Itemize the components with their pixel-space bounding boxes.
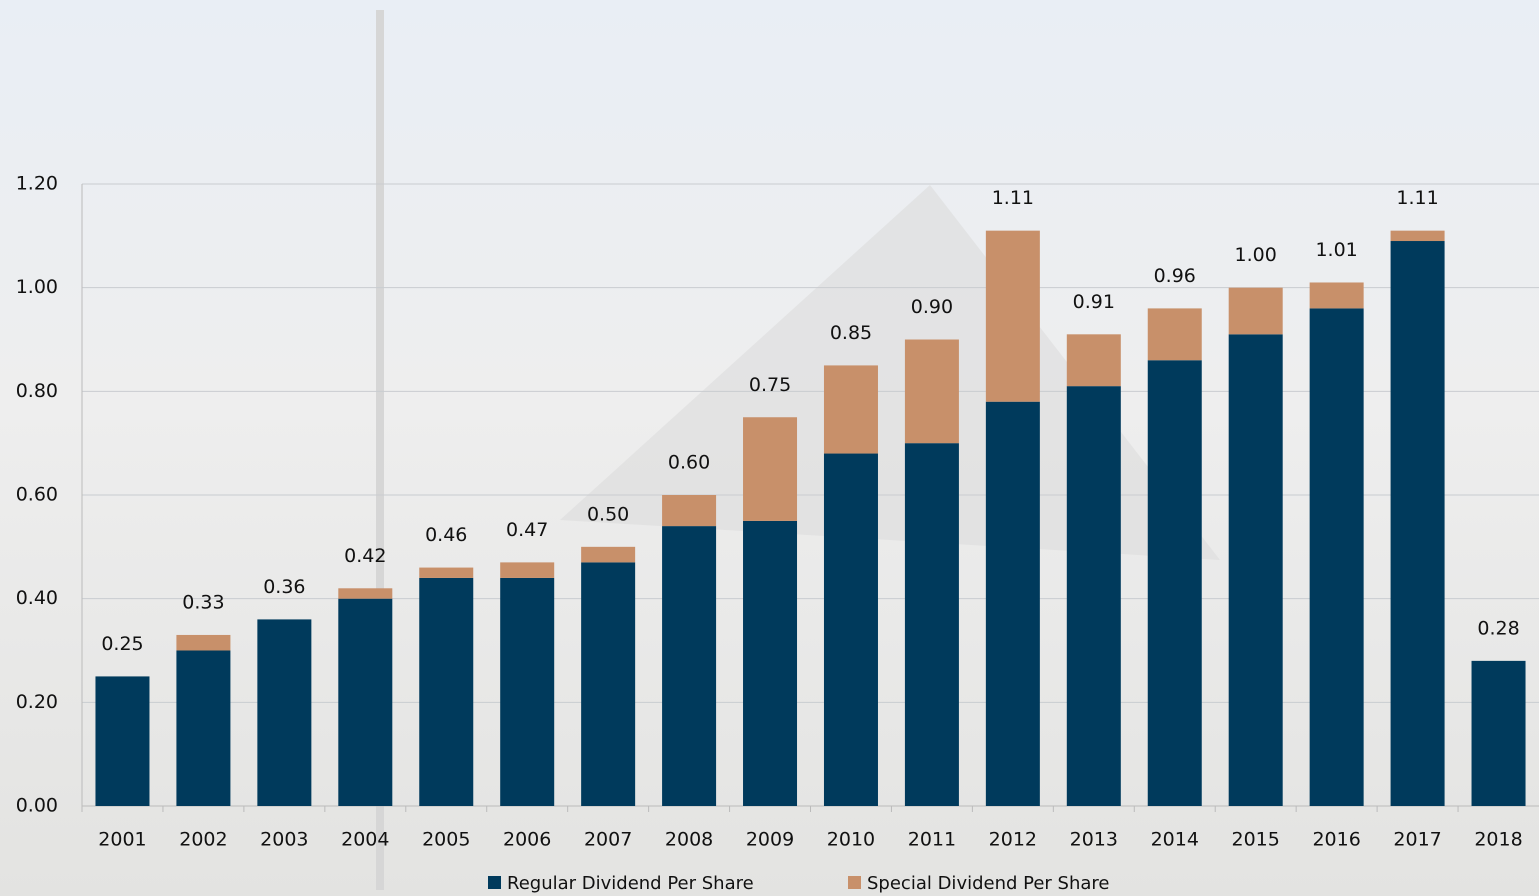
- bar-segment: [1228, 334, 1283, 806]
- bar-segment: [1147, 308, 1202, 361]
- bar-segment: [662, 495, 717, 527]
- bar-segment: [1390, 241, 1445, 806]
- bar-segment: [1147, 360, 1202, 806]
- bar-segment: [1228, 287, 1283, 335]
- total-label: 0.36: [263, 576, 305, 598]
- bar-segment: [904, 339, 959, 444]
- total-label: 0.25: [101, 633, 143, 655]
- total-label: 0.28: [1477, 617, 1519, 639]
- total-label: 0.96: [1154, 265, 1196, 287]
- bar-segment: [500, 577, 555, 806]
- x-tick-label: 2005: [422, 829, 470, 851]
- y-tick-label: 0.20: [16, 691, 58, 713]
- bar-segment: [743, 417, 798, 521]
- y-tick-label: 0.40: [16, 587, 58, 609]
- x-tick-label: 2006: [503, 829, 551, 851]
- background-roof: [560, 185, 1220, 560]
- total-label: 1.11: [992, 187, 1034, 209]
- bar-segment: [985, 401, 1040, 806]
- total-label: 0.60: [668, 452, 710, 474]
- bar-segment: [176, 650, 231, 806]
- bar-segment: [1390, 230, 1445, 242]
- total-label: 1.11: [1396, 187, 1438, 209]
- bar-segment: [176, 634, 231, 651]
- total-label: 0.91: [1073, 291, 1115, 313]
- total-label: 0.47: [506, 519, 548, 541]
- x-tick-label: 2010: [827, 829, 875, 851]
- bar-segment: [419, 577, 474, 806]
- background-pole: [376, 10, 384, 890]
- x-tick-label: 2002: [179, 829, 227, 851]
- bar-segment: [662, 526, 717, 806]
- y-tick-label: 1.00: [16, 276, 58, 298]
- x-tick-label: 2017: [1393, 829, 1441, 851]
- bar-segment: [823, 365, 878, 454]
- bar-segment: [581, 546, 636, 563]
- bar-segment: [257, 619, 312, 806]
- bar-segment: [581, 562, 636, 806]
- bar-segment: [1471, 660, 1526, 806]
- x-tick-label: 2015: [1232, 829, 1280, 851]
- bar-segment: [985, 230, 1040, 402]
- x-tick-label: 2016: [1312, 829, 1360, 851]
- x-tick-label: 2008: [665, 829, 713, 851]
- y-tick-label: 1.20: [16, 173, 58, 195]
- bar-segment: [338, 588, 393, 599]
- bar-segment: [1066, 386, 1121, 806]
- total-label: 0.75: [749, 374, 791, 396]
- x-tick-label: 2014: [1151, 829, 1199, 851]
- legend-label: Special Dividend Per Share: [867, 873, 1110, 894]
- total-label: 1.00: [1235, 244, 1277, 266]
- total-label: 0.42: [344, 545, 386, 567]
- bar-segment: [1066, 334, 1121, 387]
- bar-segment: [419, 567, 474, 578]
- y-tick-label: 0.80: [16, 380, 58, 402]
- x-tick-label: 2011: [908, 829, 956, 851]
- bar-segment: [1309, 308, 1364, 806]
- bar-segment: [338, 598, 393, 806]
- y-tick-label: 0.60: [16, 484, 58, 506]
- legend-label: Regular Dividend Per Share: [507, 873, 754, 894]
- total-label: 0.50: [587, 503, 629, 525]
- x-tick-label: 2012: [989, 829, 1037, 851]
- total-label: 0.85: [830, 322, 872, 344]
- x-tick-label: 2009: [746, 829, 794, 851]
- legend-swatch: [488, 876, 501, 889]
- x-tick-label: 2007: [584, 829, 632, 851]
- bar-segment: [823, 453, 878, 806]
- x-tick-label: 2018: [1474, 829, 1522, 851]
- x-tick-label: 2013: [1070, 829, 1118, 851]
- y-tick-label: 0.00: [16, 795, 58, 817]
- x-tick-label: 2003: [260, 829, 308, 851]
- bar-segment: [904, 443, 959, 806]
- bar-segment: [743, 520, 798, 806]
- total-label: 0.33: [182, 591, 224, 613]
- bar-segment: [1309, 282, 1364, 309]
- bar-segment: [95, 676, 150, 806]
- x-tick-label: 2001: [98, 829, 146, 851]
- legend-swatch: [848, 876, 861, 889]
- total-label: 1.01: [1315, 239, 1357, 261]
- total-label: 0.46: [425, 524, 467, 546]
- x-tick-label: 2004: [341, 829, 389, 851]
- bar-segment: [500, 562, 555, 578]
- total-label: 0.90: [911, 296, 953, 318]
